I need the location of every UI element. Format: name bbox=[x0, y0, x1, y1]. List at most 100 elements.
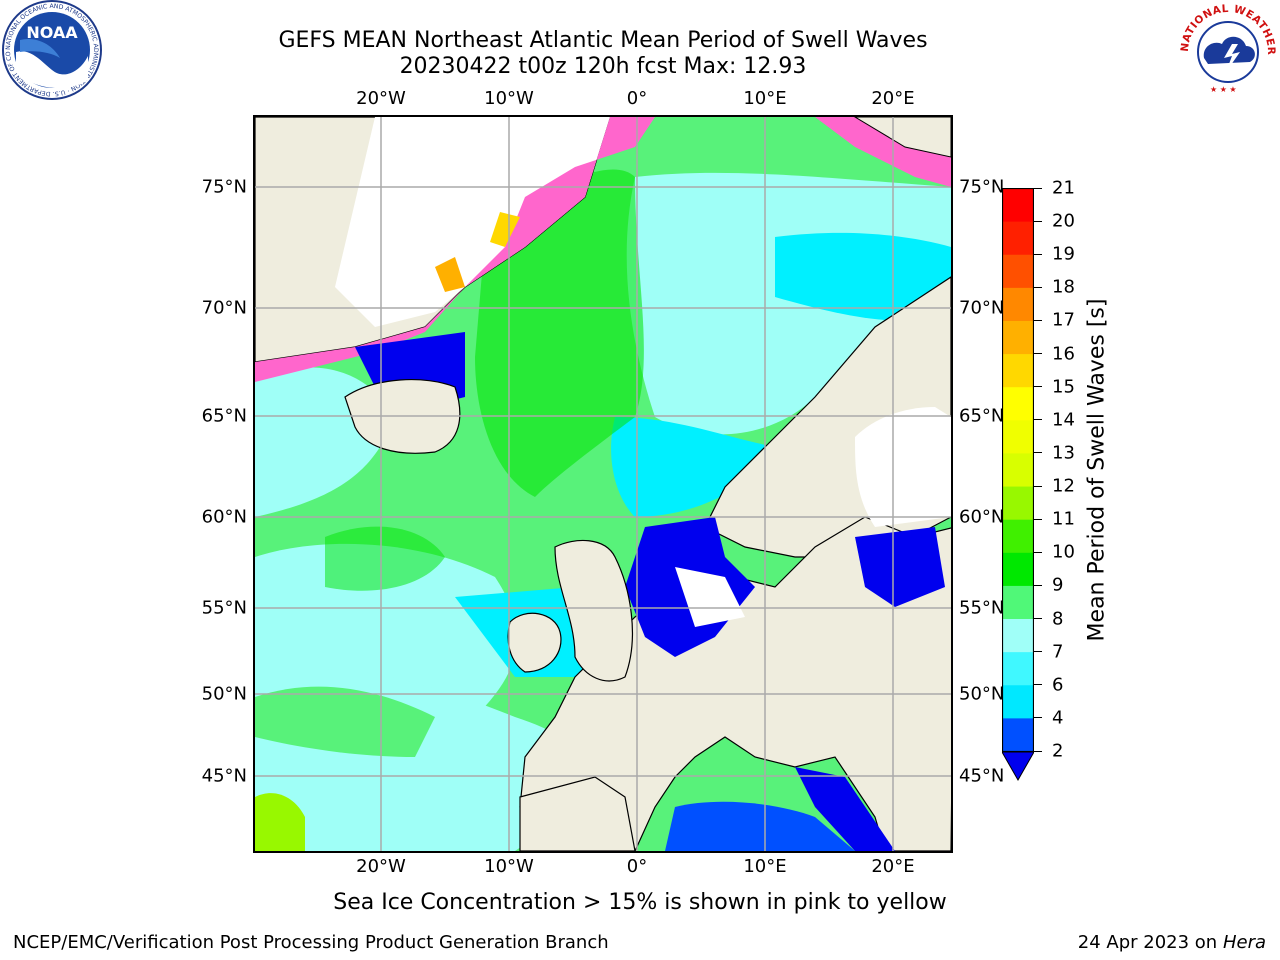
colorbar-tick-label: 4 bbox=[1052, 707, 1064, 729]
colorbar-tick-label: 12 bbox=[1052, 475, 1075, 497]
noaa-logo-text: NOAA bbox=[26, 23, 78, 42]
colorbar-swatch bbox=[1002, 386, 1034, 421]
lon-label-top-0: 0° bbox=[626, 88, 648, 109]
colorbar-swatch bbox=[1002, 254, 1034, 288]
lat-label-left-60n: 60°N bbox=[201, 506, 247, 528]
colorbar-swatch bbox=[1002, 452, 1034, 487]
colorbar-tick bbox=[1034, 750, 1042, 752]
land-ice-white bbox=[335, 117, 610, 327]
colorbar-tick bbox=[1034, 220, 1042, 222]
colorbar-swatch bbox=[1002, 221, 1034, 255]
colorbar-swatch bbox=[1002, 320, 1034, 355]
colorbar-tick-label: 7 bbox=[1052, 641, 1064, 663]
noaa-logo: NATIONAL OCEANIC AND ATMOSPHERIC ADMINIS… bbox=[0, 0, 104, 100]
colorbar-swatch bbox=[1002, 585, 1034, 620]
lat-label-right-65n: 65°N bbox=[959, 405, 1005, 427]
footer-machine: Hera bbox=[1222, 932, 1266, 953]
swell-region bbox=[325, 526, 445, 591]
colorbar-tick-label: 19 bbox=[1052, 243, 1075, 265]
lon-label-bottom-10w: 10°W bbox=[484, 856, 534, 877]
colorbar-tick bbox=[1034, 485, 1042, 487]
colorbar bbox=[1001, 187, 1035, 782]
colorbar-tick bbox=[1034, 419, 1042, 421]
land-svalbard bbox=[854, 117, 951, 158]
map-area bbox=[253, 115, 953, 853]
lat-label-right-45n: 45°N bbox=[959, 765, 1005, 787]
lat-label-right-70n: 70°N bbox=[959, 297, 1005, 319]
colorbar-tick bbox=[1034, 684, 1042, 686]
chart-title: GEFS MEAN Northeast Atlantic Mean Period… bbox=[278, 28, 928, 53]
colorbar-tick-label: 17 bbox=[1052, 309, 1075, 331]
footer-date: 24 Apr 2023 on Hera bbox=[1078, 932, 1266, 953]
footer-date-text: 24 Apr 2023 on bbox=[1077, 932, 1223, 953]
swell-low-region bbox=[795, 767, 895, 851]
colorbar-swatch bbox=[1002, 419, 1034, 454]
lon-label-top-20w: 20°W bbox=[356, 88, 406, 109]
graticule bbox=[255, 117, 951, 851]
lon-label-top-10e: 10°E bbox=[743, 88, 787, 109]
colorbar-tick bbox=[1034, 253, 1042, 255]
colorbar-tick-label: 10 bbox=[1052, 541, 1075, 563]
colorbar-tick bbox=[1034, 651, 1042, 653]
land-great-britain bbox=[554, 539, 634, 682]
lat-label-right-50n: 50°N bbox=[959, 683, 1005, 705]
sea-ice-note: Sea Ice Concentration > 15% is shown in … bbox=[333, 890, 947, 915]
map-svg bbox=[255, 117, 951, 851]
colorbar-swatch bbox=[1002, 717, 1034, 752]
colorbar-swatch bbox=[1002, 684, 1034, 719]
colorbar-frame bbox=[1001, 187, 1035, 753]
lon-label-bottom-10e: 10°E bbox=[743, 856, 787, 877]
colorbar-tick-label: 16 bbox=[1052, 343, 1075, 365]
colorbar-tick-label: 11 bbox=[1052, 508, 1075, 530]
colorbar-tick-label: 18 bbox=[1052, 276, 1075, 298]
sea-ice-edge bbox=[435, 257, 465, 292]
swell-region bbox=[255, 793, 305, 851]
lat-label-left-50n: 50°N bbox=[201, 683, 247, 705]
colorbar-tick bbox=[1034, 551, 1042, 553]
colorbar-tick bbox=[1034, 518, 1042, 520]
colorbar-swatch bbox=[1002, 651, 1034, 686]
chart-subtitle: 20230422 t00z 120h fcst Max: 12.93 bbox=[399, 54, 807, 79]
nws-logo: NATIONAL WEATHER SERVICE ★ ★ ★ bbox=[1172, 0, 1280, 100]
lon-label-bottom-0: 0° bbox=[626, 856, 648, 877]
colorbar-tick-label: 20 bbox=[1052, 210, 1075, 232]
colorbar-swatch bbox=[1002, 519, 1034, 553]
lat-label-left-65n: 65°N bbox=[201, 405, 247, 427]
colorbar-swatch bbox=[1002, 552, 1034, 586]
colorbar-swatch bbox=[1002, 618, 1034, 653]
lat-label-left-45n: 45°N bbox=[201, 765, 247, 787]
colorbar-extend-arrow bbox=[1001, 751, 1035, 782]
lat-label-right-55n: 55°N bbox=[959, 597, 1005, 619]
lon-label-top-10w: 10°W bbox=[484, 88, 534, 109]
footer-organization: NCEP/EMC/Verification Post Processing Pr… bbox=[13, 932, 609, 953]
colorbar-swatch bbox=[1002, 486, 1034, 520]
colorbar-tick-label: 9 bbox=[1052, 574, 1064, 596]
lat-label-left-70n: 70°N bbox=[201, 297, 247, 319]
lat-label-left-75n: 75°N bbox=[201, 176, 247, 198]
colorbar-tick bbox=[1034, 286, 1042, 288]
swell-region bbox=[611, 417, 775, 517]
lon-label-bottom-20e: 20°E bbox=[871, 856, 915, 877]
svg-text:★ ★ ★: ★ ★ ★ bbox=[1210, 85, 1237, 94]
lat-label-left-55n: 55°N bbox=[201, 597, 247, 619]
colorbar-tick bbox=[1034, 717, 1042, 719]
colorbar-tick-label: 15 bbox=[1052, 376, 1075, 398]
swell-region bbox=[255, 686, 435, 757]
lat-label-right-60n: 60°N bbox=[959, 506, 1005, 528]
colorbar-swatch bbox=[1002, 287, 1034, 321]
colorbar-tick bbox=[1034, 319, 1042, 321]
colorbar-tick bbox=[1034, 353, 1042, 355]
colorbar-tick bbox=[1034, 584, 1042, 586]
swell-low-region bbox=[855, 527, 945, 607]
colorbar-swatch bbox=[1002, 188, 1034, 222]
sea-ice-edge bbox=[255, 117, 655, 382]
colorbar-tick-label: 8 bbox=[1052, 608, 1064, 630]
swell-low-region bbox=[665, 801, 855, 851]
colorbar-tick bbox=[1034, 618, 1042, 620]
colorbar-swatch bbox=[1002, 353, 1034, 388]
lat-label-right-75n: 75°N bbox=[959, 176, 1005, 198]
land-iberia bbox=[519, 776, 636, 851]
colorbar-tick bbox=[1034, 187, 1042, 189]
baltic-white bbox=[855, 407, 951, 527]
colorbar-tick-label: 6 bbox=[1052, 674, 1064, 696]
